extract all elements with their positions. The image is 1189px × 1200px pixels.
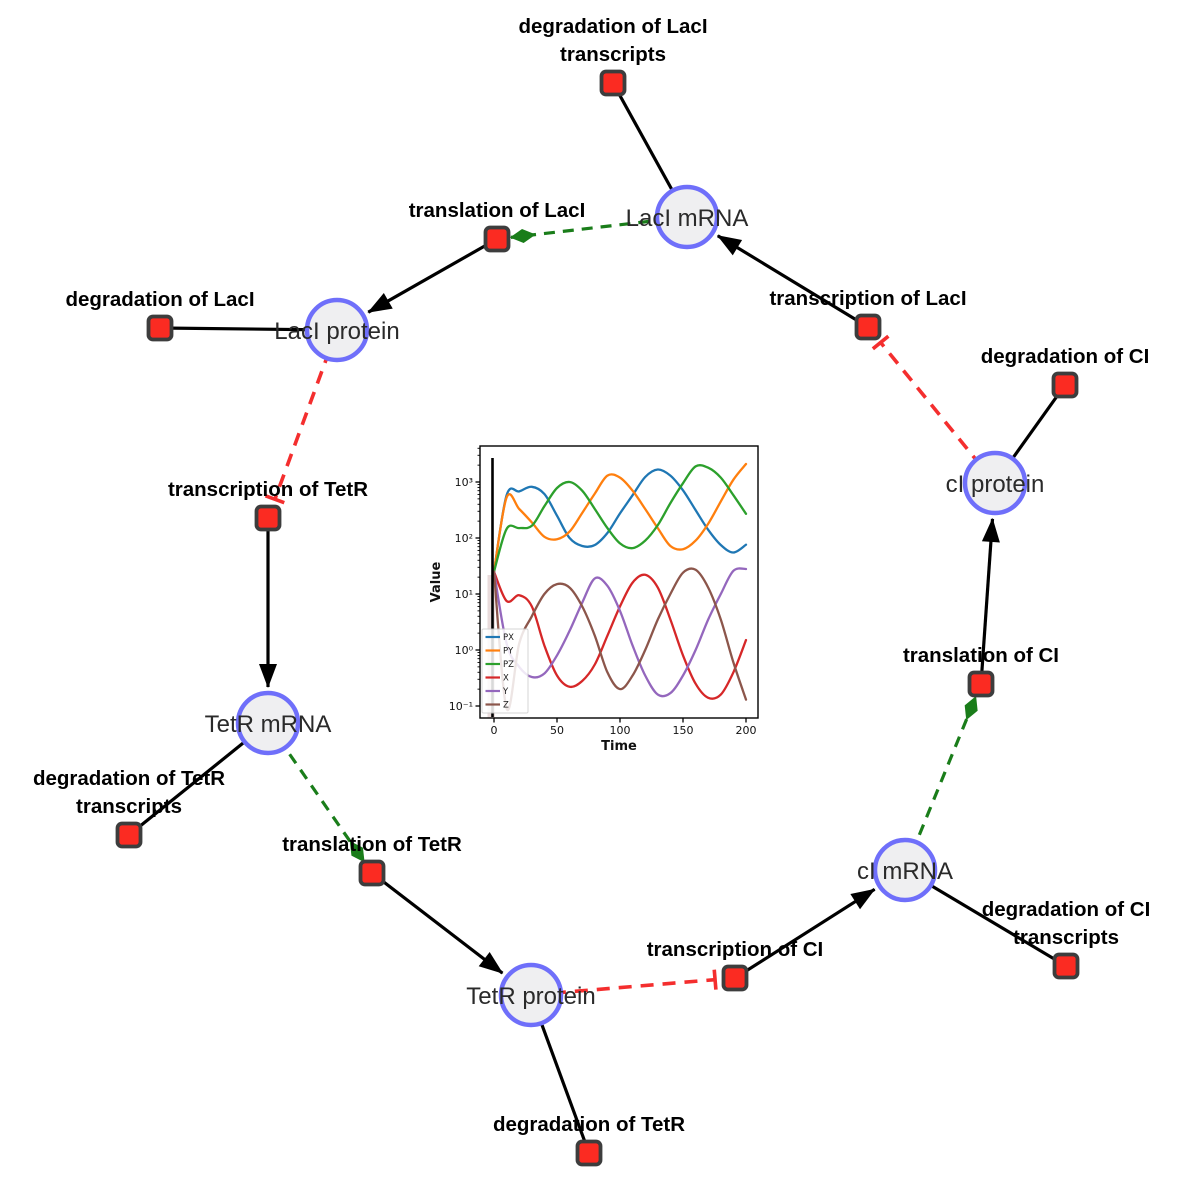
reaction-node-transl_tetR[interactable]	[358, 859, 386, 887]
reaction-label-transl_lacI-line0: translation of LacI	[409, 199, 586, 222]
legend-entry-X: X	[503, 674, 509, 684]
x-tick-label: 100	[610, 724, 631, 737]
reaction-node-deg_lacI[interactable]	[146, 314, 174, 342]
reaction-node-transcr_tetR[interactable]	[254, 504, 282, 532]
reaction-label-deg_tetR_tr-line1: transcripts	[76, 795, 182, 818]
reaction-label-transl_cI-line0: translation of CI	[903, 644, 1059, 667]
reaction-node-deg_tetR[interactable]	[575, 1139, 603, 1167]
nodes-layer	[115, 69, 1080, 1167]
edge-production-transcr_cI-cI_mRNA	[734, 887, 876, 980]
x-tick-label: 0	[491, 724, 498, 737]
reaction-label-transl_tetR-line0: translation of TetR	[282, 833, 462, 856]
y-tick-label: 10¹	[455, 588, 473, 601]
species-label-tetR_mRNA: TetR mRNA	[205, 711, 332, 738]
reaction-node-deg_cI[interactable]	[1051, 371, 1079, 399]
edge-production-transl_cI-cI_protein	[979, 517, 1000, 685]
species-node-lacI_protein[interactable]	[304, 297, 370, 363]
y-axis-title: Value	[429, 561, 444, 602]
legend-entry-PZ: PZ	[503, 660, 514, 670]
reaction-label-transcr_lacI-line0: transcription of LacI	[769, 287, 966, 310]
legend-entry-Z: Z	[503, 701, 509, 711]
reaction-label-transcr_cI-line0: transcription of CI	[647, 938, 824, 961]
species-node-tetR_mRNA[interactable]	[235, 690, 301, 756]
species-label-lacI_protein: LacI protein	[274, 318, 399, 345]
reaction-node-transcr_lacI[interactable]	[854, 313, 882, 341]
reaction-label-deg_cI_tr-line1: transcripts	[1013, 926, 1119, 949]
reaction-label-deg_tetR-line0: degradation of TetR	[493, 1113, 685, 1136]
reaction-node-deg_tetR_tr[interactable]	[115, 821, 143, 849]
series-curve-PX	[492, 468, 748, 573]
series-curve-X	[492, 570, 748, 700]
species-label-tetR_protein: TetR protein	[466, 983, 595, 1010]
reaction-node-deg_cI_tr[interactable]	[1052, 952, 1080, 980]
legend-entry-Y: Y	[502, 687, 509, 697]
labels-layer: LacI mRNA LacI protein cI protein TetR mRNA…	[33, 15, 1150, 1136]
curves-layer	[492, 462, 748, 712]
edge-production-transl_lacI-lacI_protein	[367, 237, 498, 314]
reaction-label-deg_lacI_tr-line1: transcripts	[560, 43, 666, 66]
reaction-label-deg_tetR_tr-line0: degradation of TetR	[33, 767, 225, 790]
edge-production-transl_tetR-tetR_protein	[371, 871, 504, 975]
edge-production-transcr_lacI-lacI_mRNA	[716, 234, 869, 329]
reaction-label-deg_lacI-line0: degradation of LacI	[65, 288, 254, 311]
axes-box	[479, 445, 759, 719]
species-node-lacI_mRNA[interactable]	[654, 184, 720, 250]
x-tick-label: 200	[736, 724, 757, 737]
series-curve-PY	[492, 462, 748, 573]
reaction-node-transl_cI[interactable]	[967, 670, 995, 698]
species-node-tetR_protein[interactable]	[498, 962, 564, 1028]
species-label-cI_protein: cI protein	[946, 471, 1045, 498]
reaction-label-deg_cI-line0: degradation of CI	[981, 345, 1150, 368]
reaction-label-deg_cI_tr-line0: degradation of CI	[982, 898, 1151, 921]
series-curve-Z	[492, 567, 748, 712]
timecourse-plot: 0 50 100 150 20010⁻¹10⁰10¹10²10³TimeValuePXP…	[429, 445, 759, 754]
species-label-cI_mRNA: cI mRNA	[857, 858, 953, 885]
legend: PX PY PZ XYZ	[481, 628, 529, 714]
x-axis-title: Time	[601, 739, 637, 754]
y-tick-label: 10²	[455, 532, 473, 545]
reaction-label-deg_lacI_tr-line0: degradation of LacI	[518, 15, 707, 38]
species-node-cI_mRNA[interactable]	[872, 837, 938, 903]
reaction-node-transl_lacI[interactable]	[483, 225, 511, 253]
legend-entry-PY: PY	[503, 647, 514, 657]
edge-modifier-cI_mRNA-transl_cI	[903, 696, 978, 871]
x-tick-label: 50	[550, 724, 564, 737]
legend-entry-PX: PX	[503, 633, 514, 643]
ticks-layer: 0 50 100 150 200 10⁻¹ 10⁰ 10¹ 10² 10³	[449, 447, 757, 737]
y-tick-label: 10⁰	[455, 644, 474, 657]
species-label-lacI_mRNA: LacI mRNA	[626, 205, 749, 232]
y-tick-label: 10⁻¹	[449, 700, 473, 713]
series-curve-Y	[492, 567, 748, 698]
reaction-node-deg_lacI_tr[interactable]	[599, 69, 627, 97]
y-tick-label: 10³	[455, 476, 473, 489]
series-curve-PZ	[492, 464, 748, 573]
reaction-node-transcr_cI[interactable]	[721, 964, 749, 992]
species-node-cI_protein[interactable]	[962, 450, 1028, 516]
x-tick-label: 150	[673, 724, 694, 737]
reaction-label-transcr_tetR-line0: transcription of TetR	[168, 478, 368, 501]
